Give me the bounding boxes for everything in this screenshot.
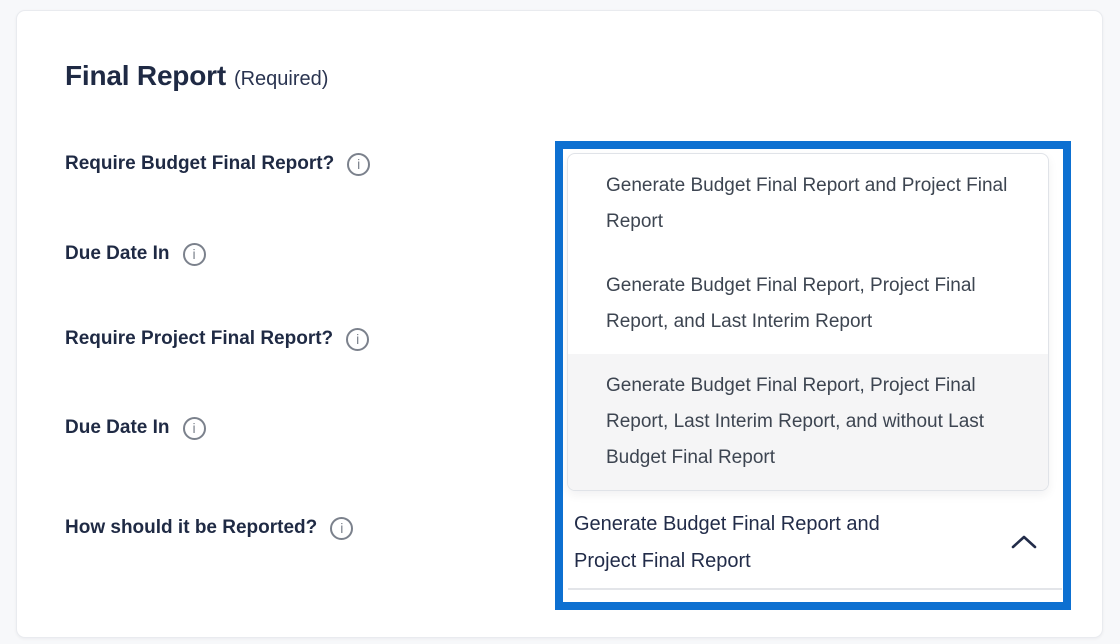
field-label: How should it be Reported? [65,517,318,538]
field-label: Require Budget Final Report? [65,153,335,174]
info-icon[interactable]: i [347,152,371,176]
info-icon[interactable]: i [346,327,370,351]
field-label: Due Date In [65,417,170,438]
field-label: Due Date In [65,243,170,264]
field-require-budget-final-report: Require Budget Final Report? i [65,151,371,177]
chevron-up-icon[interactable] [1007,529,1041,555]
dropdown-option[interactable]: Generate Budget Final Report, Project Fi… [606,275,976,332]
dropdown-option[interactable]: Generate Budget Final Report, Project Fi… [568,354,1048,490]
combo-box-selected-value[interactable]: Generate Budget Final Report and Project… [574,513,880,572]
final-report-card: Final Report (Required) Require Budget Fi… [16,10,1103,638]
field-due-date-in-2: Due Date In i [65,415,206,441]
field-require-project-final-report: Require Project Final Report? i [65,326,370,352]
info-icon[interactable]: i [182,242,206,266]
section-title-text: Final Report [65,60,226,91]
field-label: Require Project Final Report? [65,328,334,349]
combo-box-underline [568,588,1062,590]
field-due-date-in-1: Due Date In i [65,241,206,267]
dropdown-option[interactable]: Generate Budget Final Report and Project… [606,175,1008,232]
required-note: (Required) [233,68,329,90]
info-icon[interactable]: i [182,416,206,440]
dropdown-listbox: Generate Budget Final Report and Project… [567,153,1049,491]
field-how-should-it-be-reported: How should it be Reported? i [65,515,354,541]
page-title: Final Report (Required) [65,60,328,92]
info-icon[interactable]: i [330,516,354,540]
